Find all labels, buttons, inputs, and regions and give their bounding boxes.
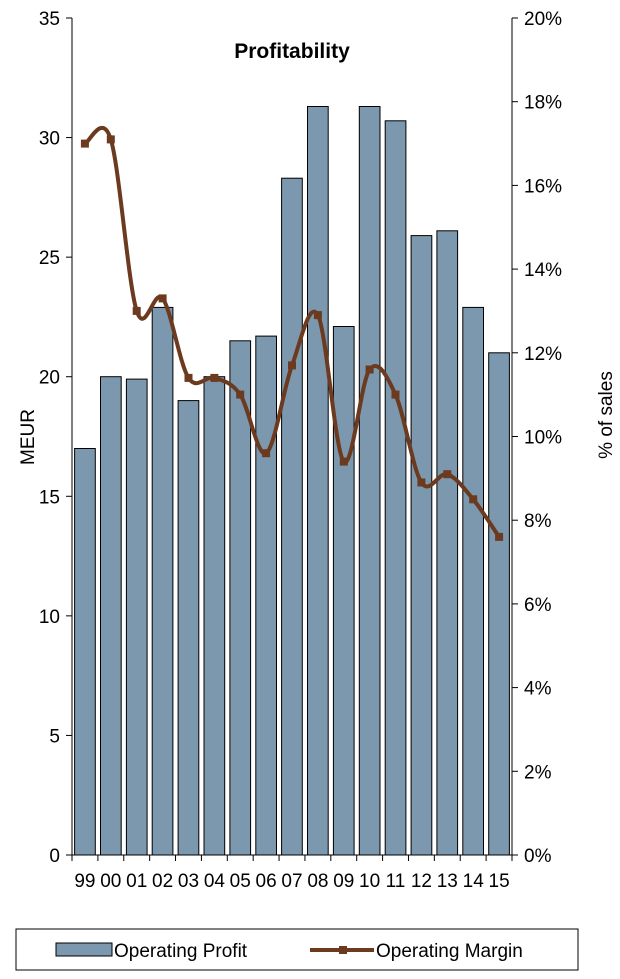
y-tick-label: 25 (39, 248, 60, 269)
y-tick-label: 20 (39, 368, 60, 389)
legend-swatch-operating-profit (55, 942, 113, 957)
y-tick-label: 10 (39, 607, 60, 628)
y2-axis-title: % of sales (596, 371, 617, 459)
y2-tick-label: 6% (524, 595, 552, 616)
legend-swatch-operating-margin-marker (339, 946, 347, 954)
margin-marker-99 (80, 139, 89, 148)
axes (66, 17, 518, 861)
bar-00 (100, 376, 122, 856)
x-tick-label: 08 (307, 871, 328, 892)
y2-tick-label: 18% (524, 93, 562, 114)
legend: Operating Profit Operating Margin (15, 928, 579, 971)
x-tick-label: 00 (100, 871, 121, 892)
margin-marker-12 (417, 478, 426, 487)
bar-07 (281, 177, 303, 856)
y2-tick-label: 20% (524, 9, 562, 30)
x-tick-label: 07 (281, 871, 302, 892)
legend-label-operating-margin: Operating Margin (376, 941, 523, 962)
bar-99 (74, 448, 96, 856)
bar-15 (488, 352, 510, 856)
tick-labels: 051015202530350%2%4%6%8%10%12%14%16%18%2… (39, 9, 562, 892)
margin-marker-06 (262, 449, 271, 458)
line-series-operating-margin (80, 125, 504, 541)
y2-tick-label: 16% (524, 176, 562, 197)
margin-marker-00 (106, 135, 115, 144)
x-tick-label: 99 (74, 871, 95, 892)
bar-04 (203, 376, 226, 856)
x-tick-label: 12 (411, 871, 432, 892)
bar-08 (307, 106, 329, 856)
y2-tick-label: 8% (524, 511, 552, 532)
x-tick-label: 15 (489, 871, 510, 892)
bar-12 (410, 235, 433, 856)
x-tick-label: 03 (178, 871, 199, 892)
margin-marker-13 (443, 470, 452, 479)
legend-label-operating-profit: Operating Profit (114, 941, 248, 962)
bar-13 (436, 230, 459, 856)
bar-11 (384, 120, 407, 856)
bar-03 (177, 400, 200, 856)
margin-marker-05 (236, 390, 245, 399)
x-tick-label: 14 (463, 871, 485, 892)
y2-tick-label: 10% (524, 428, 562, 449)
x-tick-label: 13 (437, 871, 458, 892)
margin-marker-03 (184, 373, 193, 382)
margin-marker-07 (288, 361, 296, 370)
margin-marker-04 (210, 373, 219, 382)
y2-tick-label: 14% (524, 260, 562, 281)
y2-tick-label: 4% (524, 679, 552, 700)
margin-marker-14 (469, 495, 478, 504)
y-tick-label: 0 (49, 846, 60, 867)
bar-06 (255, 335, 278, 856)
margin-marker-08 (313, 311, 322, 320)
y-tick-label: 5 (49, 726, 60, 747)
bar-series-operating-profit (74, 106, 510, 856)
bar-01 (125, 378, 148, 856)
y-tick-label: 15 (39, 487, 60, 508)
bar-10 (358, 106, 381, 856)
margin-marker-01 (132, 306, 141, 315)
y2-tick-label: 12% (524, 344, 562, 365)
margin-marker-10 (365, 365, 374, 374)
bar-14 (462, 306, 484, 856)
margin-marker-02 (158, 294, 167, 303)
y-tick-label: 35 (39, 9, 60, 30)
margin-marker-15 (495, 532, 504, 541)
y2-tick-label: 0% (524, 846, 552, 867)
y-axis-title: MEUR (18, 409, 39, 465)
x-tick-label: 10 (359, 871, 380, 892)
x-tick-label: 05 (230, 871, 251, 892)
bar-02 (151, 306, 174, 856)
x-tick-label: 09 (333, 871, 354, 892)
x-tick-label: 06 (256, 871, 277, 892)
margin-marker-09 (339, 457, 348, 466)
x-tick-label: 01 (126, 871, 147, 892)
x-tick-label: 04 (204, 871, 226, 892)
y2-tick-label: 2% (524, 762, 552, 783)
margin-marker-11 (391, 390, 400, 399)
y-tick-label: 30 (39, 129, 60, 150)
x-tick-label: 11 (386, 871, 406, 892)
x-tick-label: 02 (152, 871, 173, 892)
chart-title: Profitability (234, 40, 350, 63)
bar-09 (332, 326, 355, 856)
